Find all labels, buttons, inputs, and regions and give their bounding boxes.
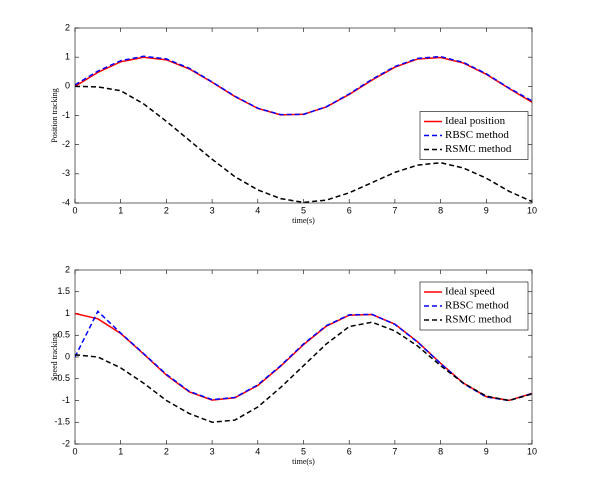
x-tick-label: 7 xyxy=(392,446,397,456)
legend-label: RBSC method xyxy=(445,300,509,312)
x-tick-label: 6 xyxy=(347,446,352,456)
y-tick-label: -3 xyxy=(62,168,70,178)
series-line xyxy=(75,55,532,116)
axes-box xyxy=(74,269,533,445)
x-axis-label: time(s) xyxy=(292,216,315,225)
legend-label: Ideal position xyxy=(445,115,506,127)
y-tick-label: 0 xyxy=(65,351,70,361)
x-tick-label: 3 xyxy=(210,205,215,215)
x-tick-label: 4 xyxy=(255,446,260,456)
y-tick-label: 2 xyxy=(65,264,70,274)
x-tick-label: 9 xyxy=(484,446,489,456)
x-tick-label: 2 xyxy=(164,446,169,456)
y-tick-label: -1 xyxy=(62,395,70,405)
x-tick-label: 10 xyxy=(527,446,537,456)
x-tick-label: 7 xyxy=(392,205,397,215)
y-tick-label: -2 xyxy=(62,139,70,149)
x-tick-label: 3 xyxy=(210,446,215,456)
x-tick-label: 0 xyxy=(72,446,77,456)
x-tick-label: 2 xyxy=(164,205,169,215)
y-axis-label: Position tracking xyxy=(50,88,59,142)
y-tick-label: 1.5 xyxy=(57,286,70,296)
y-tick-label: -2 xyxy=(62,438,70,448)
legend-label: RBSC method xyxy=(445,129,509,141)
y-tick-label: -0.5 xyxy=(54,373,70,383)
series-line xyxy=(75,321,532,424)
y-tick-label: 1 xyxy=(65,308,70,318)
y-tick-label: 0 xyxy=(65,81,70,91)
legend-box xyxy=(419,281,529,331)
legend-label: Ideal speed xyxy=(445,286,495,298)
y-tick-label: 2 xyxy=(65,22,70,32)
legend-label: RSMC method xyxy=(445,143,512,155)
legend-box xyxy=(419,111,529,160)
x-tick-label: 8 xyxy=(438,446,443,456)
x-tick-label: 8 xyxy=(438,205,443,215)
axes-box xyxy=(74,27,533,204)
y-tick-label: 0.5 xyxy=(57,330,70,340)
y-tick-label: -1.5 xyxy=(54,417,70,427)
legend-label: RSMC method xyxy=(445,314,512,326)
x-tick-label: 4 xyxy=(255,205,260,215)
x-tick-label: 0 xyxy=(72,205,77,215)
y-axis-label: Speed tracking xyxy=(50,333,59,381)
y-tick-label: -4 xyxy=(62,197,70,207)
x-axis-label: time(s) xyxy=(292,457,315,466)
x-tick-label: 1 xyxy=(118,205,123,215)
x-tick-label: 5 xyxy=(301,446,306,456)
x-tick-label: 1 xyxy=(118,446,123,456)
x-tick-label: 6 xyxy=(347,205,352,215)
x-tick-label: 10 xyxy=(527,205,537,215)
series-line xyxy=(75,85,532,203)
y-tick-label: -1 xyxy=(62,110,70,120)
y-tick-label: 1 xyxy=(65,52,70,62)
x-tick-label: 5 xyxy=(301,205,306,215)
x-tick-label: 9 xyxy=(484,205,489,215)
